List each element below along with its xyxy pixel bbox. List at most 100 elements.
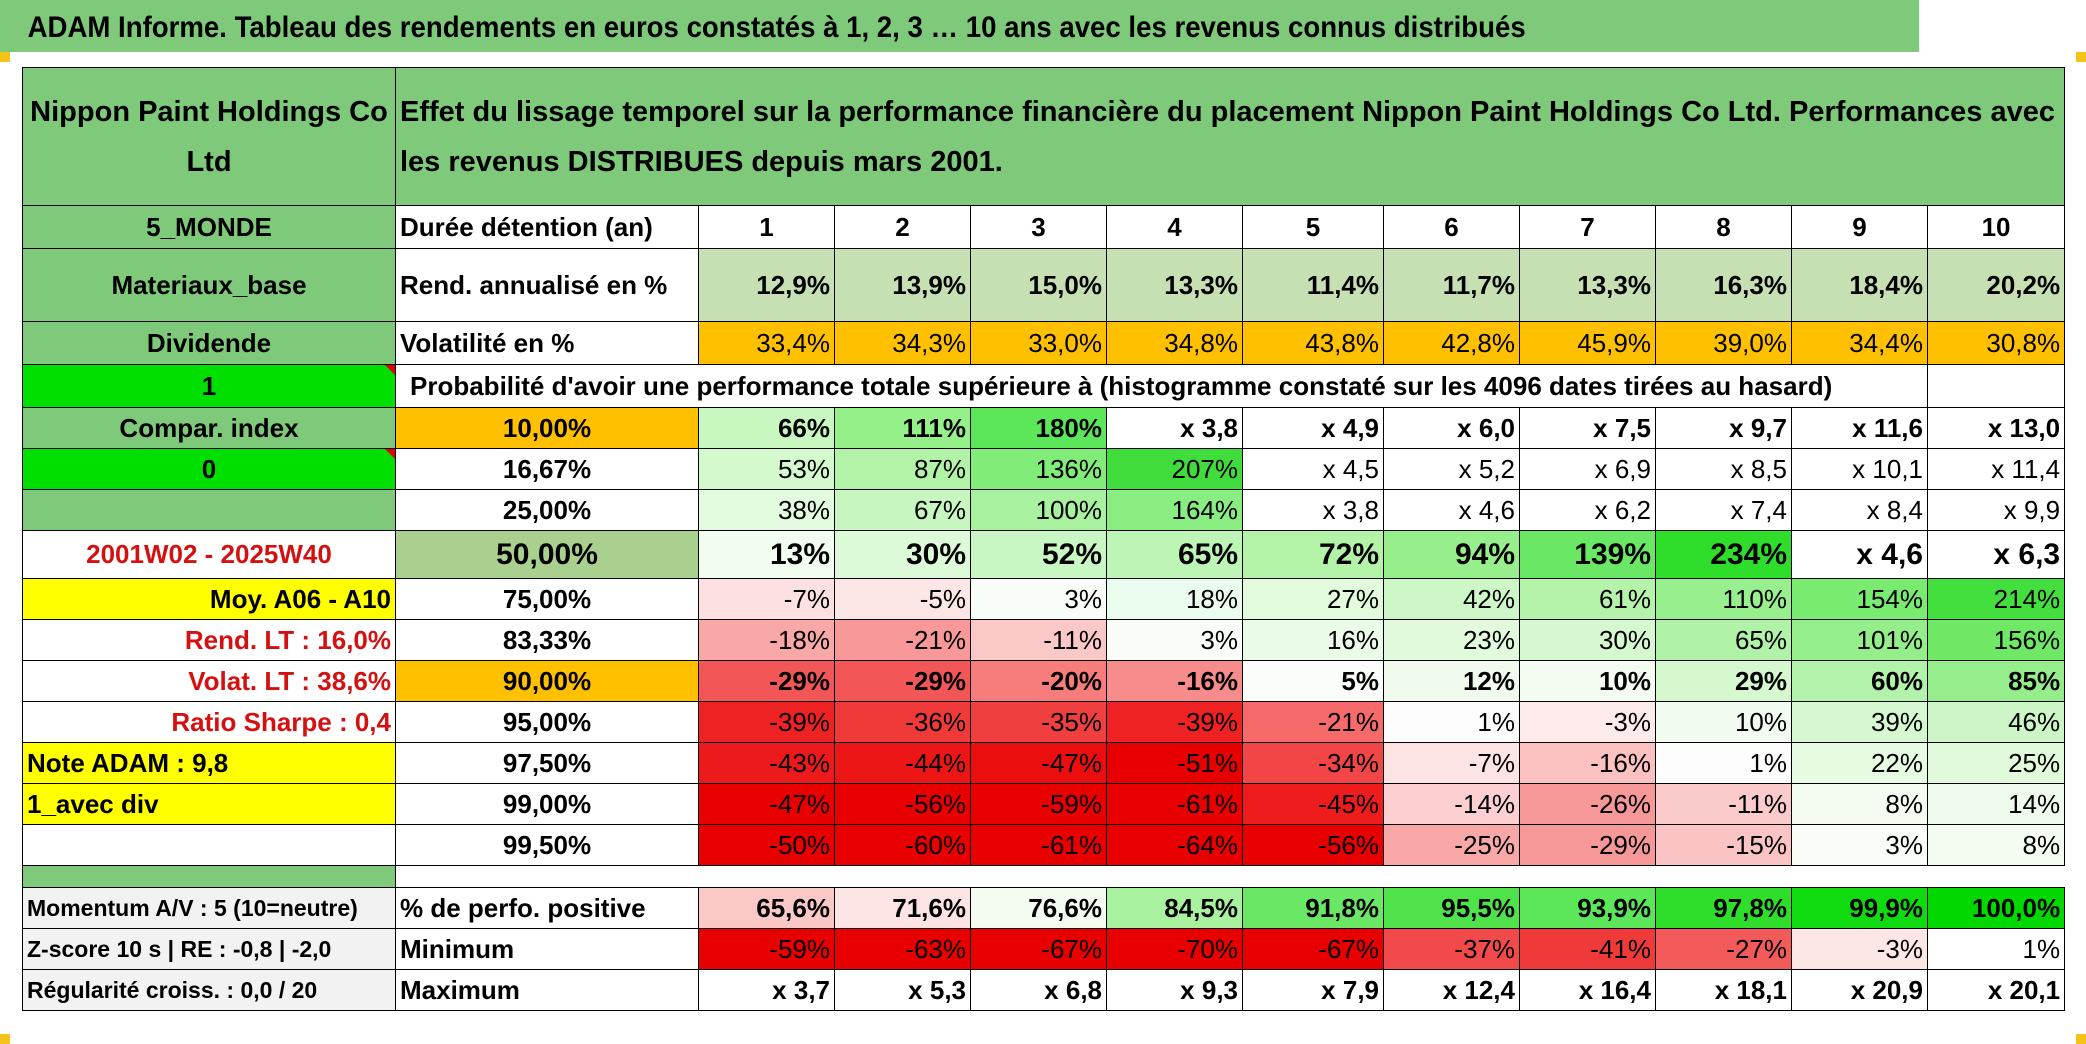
quantile-cell: 16% — [1242, 619, 1384, 661]
quantile-cell: -18% — [698, 619, 835, 661]
maximum-cell: x 18,1 — [1655, 969, 1792, 1011]
quantile-cell: 156% — [1926, 619, 2066, 661]
maximum-cell: x 20,1 — [1926, 969, 2066, 1011]
quantile-cell: -7% — [1383, 742, 1520, 784]
moy-label: Moy. A06 - A10 — [22, 578, 396, 620]
sector-label: Materiaux_base — [22, 248, 396, 322]
flag-0: 0 — [22, 448, 396, 490]
sharpe-label: Ratio Sharpe : 0,4 — [22, 701, 396, 743]
quantile-cell: -45% — [1242, 783, 1384, 825]
quantile-cell: 234% — [1655, 530, 1792, 579]
quantile-cell: 42% — [1383, 578, 1520, 620]
vol-cell: 45,9% — [1519, 321, 1656, 365]
minimum-cell: -70% — [1106, 928, 1243, 970]
quantile-cell: 23% — [1383, 619, 1520, 661]
maximum-cell: x 3,7 — [698, 969, 835, 1011]
probability-title: Probabilité d'avoir une performance tota… — [395, 364, 1928, 408]
quantile-cell: 110% — [1655, 578, 1792, 620]
quantile-cell: 10% — [1519, 660, 1656, 702]
quantile-cell: -64% — [1106, 824, 1243, 866]
positive-cell: 65,6% — [698, 887, 835, 929]
positive-cell: 95,5% — [1383, 887, 1520, 929]
quantile-cell: 65% — [1106, 530, 1243, 579]
quantile-cell: -26% — [1519, 783, 1656, 825]
row-label: Durée détention (an) — [395, 205, 699, 249]
quantile-cell: 154% — [1791, 578, 1928, 620]
quantile-cell: x 6,3 — [1926, 530, 2066, 579]
quantile-cell: 46% — [1926, 701, 2066, 743]
quantile-cell: 111% — [834, 407, 971, 449]
quantile-cell: 164% — [1106, 489, 1243, 531]
quantile-cell: x 4,5 — [1242, 448, 1384, 490]
empty-green-cell — [22, 489, 396, 531]
years-row: 5_MONDE Durée détention (an) 1 2 3 4 5 6 7 8 9 10 — [22, 205, 2066, 249]
minimum-cell: -63% — [834, 928, 971, 970]
quantile-label: 50,00% — [395, 530, 699, 579]
rend-cell: 13,3% — [1519, 248, 1656, 322]
quantile-row: Note ADAM : 9,8 97,50% -43% -44% -47% -51% -34… — [22, 742, 2066, 784]
quantile-cell: -50% — [698, 824, 835, 866]
year-header: 6 — [1383, 205, 1520, 249]
quantile-cell: -21% — [834, 619, 971, 661]
quantile-cell: 3% — [1791, 824, 1928, 866]
rend-cell: 13,9% — [834, 248, 971, 322]
quantile-cell: -60% — [834, 824, 971, 866]
quantile-label: 83,33% — [395, 619, 699, 661]
prob-title-row: 1 Probabilité d'avoir une performance tot… — [22, 364, 2066, 408]
quantile-cell: 85% — [1926, 660, 2066, 702]
positive-cell: 93,9% — [1519, 887, 1656, 929]
vol-row: Dividende Volatilité en % 33,4% 34,3% 33,0% 3… — [22, 321, 2066, 365]
quantile-cell: -29% — [834, 660, 971, 702]
rend-cell: 16,3% — [1655, 248, 1792, 322]
quantile-cell: x 4,9 — [1242, 407, 1384, 449]
quantile-row: Ratio Sharpe : 0,4 95,00% -39% -36% -35% -39%… — [22, 701, 2066, 743]
note-label: Note ADAM : 9,8 — [22, 742, 396, 784]
empty-cell — [1926, 364, 2066, 408]
quantile-cell: -34% — [1242, 742, 1384, 784]
quantile-cell: -11% — [1655, 783, 1792, 825]
quantile-cell: -56% — [1242, 824, 1384, 866]
quantile-label: 99,00% — [395, 783, 699, 825]
minimum-cell: -59% — [698, 928, 835, 970]
minimum-cell: -27% — [1655, 928, 1792, 970]
vol-cell: 34,8% — [1106, 321, 1243, 365]
positive-row: Momentum A/V : 5 (10=neutre)% de perfo. … — [22, 887, 2066, 929]
quantile-cell: -20% — [970, 660, 1107, 702]
spacer — [394, 865, 2065, 888]
quantile-cell: 72% — [1242, 530, 1384, 579]
quantile-cell: 100% — [970, 489, 1107, 531]
quantile-cell: -29% — [698, 660, 835, 702]
quantile-cell: 87% — [834, 448, 971, 490]
maximum-row: Régularité croiss. : 0,0 / 20 Maximum x 3,… — [22, 969, 2066, 1011]
quantile-label: 95,00% — [395, 701, 699, 743]
quantile-cell: x 7,4 — [1655, 489, 1792, 531]
flag-1: 1 — [22, 364, 396, 408]
quantile-cell: x 9,9 — [1926, 489, 2066, 531]
period-label: 2001W02 - 2025W40 — [22, 530, 396, 579]
quantile-cell: 65% — [1655, 619, 1792, 661]
quantile-cell: x 11,6 — [1791, 407, 1928, 449]
quantile-cell: -61% — [970, 824, 1107, 866]
minimum-cell: -37% — [1383, 928, 1520, 970]
quantile-cell: -47% — [698, 783, 835, 825]
quantile-cell: x 6,9 — [1519, 448, 1656, 490]
footer-label: Régularité croiss. : 0,0 / 20 — [22, 969, 396, 1011]
quantile-cell: -39% — [1106, 701, 1243, 743]
vol-cell: 33,0% — [970, 321, 1107, 365]
quantile-row: Volat. LT : 38,6% 90,00% -29% -29% -20% -16% 5… — [22, 660, 2066, 702]
year-header: 1 — [698, 205, 835, 249]
quantile-cell: 25% — [1926, 742, 2066, 784]
row-label: % de perfo. positive — [395, 887, 699, 929]
vol-cell: 43,8% — [1242, 321, 1384, 365]
table-description: Effet du lissage temporel sur la perform… — [394, 67, 2066, 206]
quantile-row: Moy. A06 - A10 75,00% -7% -5% 3% 18% 27% 42% 61%… — [22, 578, 2066, 620]
quantile-cell: x 7,5 — [1519, 407, 1656, 449]
row-label: Rend. annualisé en % — [395, 248, 699, 322]
rend-row: Materiaux_base Rend. annualisé en % 12,9% 1… — [22, 248, 2066, 322]
type-label: Dividende — [22, 321, 396, 365]
quantile-cell: -59% — [970, 783, 1107, 825]
quantile-cell: -56% — [834, 783, 971, 825]
page-title: ADAM Informe. Tableau des rendements en … — [0, 0, 1920, 52]
quantile-label: 97,50% — [395, 742, 699, 784]
quantile-cell: 66% — [698, 407, 835, 449]
